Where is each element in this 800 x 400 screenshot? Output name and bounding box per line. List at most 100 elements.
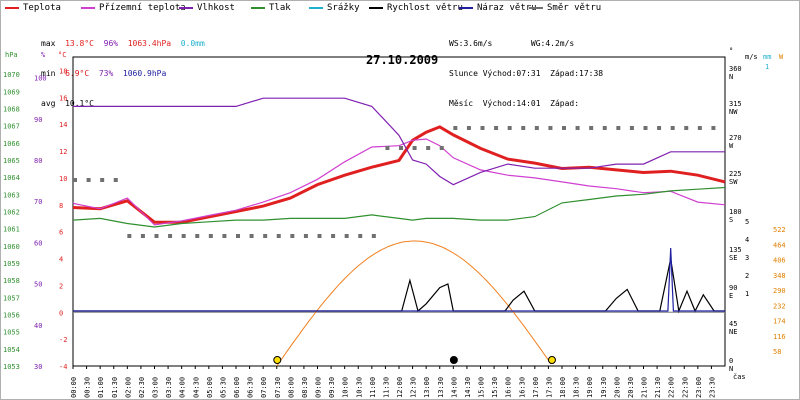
x-tick-label: 02:30 [138,377,146,398]
wind-direction-dot [303,234,308,238]
direction-tick-label: 315 [729,100,742,108]
x-tick-label: 11:30 [382,377,390,398]
hpa-tick-label: 1056 [3,312,20,320]
series-line [73,258,725,314]
temp-tick-label: 2 [59,282,63,290]
wind-tick-label: 1 [745,290,749,298]
x-tick-label: 14:00 [450,377,458,398]
x-tick-label: 05:00 [206,377,214,398]
solar-axis-label: W [779,53,784,61]
legend-label: Vlhkost [197,3,235,13]
hpa-tick-label: 1053 [3,363,20,371]
wind-direction-dot [521,126,526,130]
humidity-axis-label: % [41,51,46,59]
wind-direction-dot [412,146,417,150]
legend-label: Přízemní teplota [99,3,186,13]
x-tick-label: 14:30 [464,377,472,398]
humidity-tick-label: 80 [34,157,42,165]
wind-direction-dot [195,234,200,238]
series-line [72,125,726,224]
humidity-tick-label: 30 [34,363,42,371]
wind-direction-dot [344,234,349,238]
wind-direction-dot [494,126,499,130]
direction-tick-label: NW [729,108,738,116]
solar-tick-label: 522 [773,226,786,234]
wind-tick-label: 5 [745,218,749,226]
plot-frame [72,56,726,367]
hpa-tick-label: 1060 [3,243,20,251]
x-tick-label: 10:00 [342,377,350,398]
wind-direction-dot [113,178,118,182]
humidity-tick-label: 60 [34,239,42,247]
legend-label: Náraz větru [477,3,537,13]
wind-direction-dot [86,178,91,182]
rain-tick-label: 1 [765,63,769,71]
wind-direction-dot [453,126,458,130]
wind-direction-dot [399,146,403,150]
legend-swatch [369,6,383,9]
x-tick-label: 22:30 [681,377,689,398]
x-tick-label: 04:30 [192,377,200,398]
stats-wind-sun: WS:3.6m/s WG:4.2m/s Slunce Východ:07:31 … [449,19,603,129]
x-tick-label: 21:30 [654,377,662,398]
x-tick-label: 17:00 [532,377,540,398]
legend-item: Rychlost větru [369,3,463,13]
wind-direction-dot [697,126,702,130]
wind-direction-dot [100,178,105,182]
x-tick-label: 01:00 [97,377,105,398]
solar-tick-label: 348 [773,272,786,280]
wind-direction-dot [181,234,186,238]
x-tick-label: 23:00 [695,377,703,398]
temp-tick-label: 14 [59,121,67,129]
wind-direction-dot [263,234,268,238]
stats-min-max: max 13.8°C 96% 1063.4hPa 0.0mm min 6.9°C… [41,19,205,129]
rain-axis-label: mm [763,53,771,61]
temp-tick-label: 10 [59,175,67,183]
direction-tick-label: NE [729,328,737,336]
legend-item: Přízemní teplota [81,3,186,13]
wind-direction-dot [371,234,376,238]
legend-item: Vlhkost [179,3,235,13]
x-tick-label: 08:00 [287,377,295,398]
wind-direction-dot [507,126,512,130]
humidity-tick-label: 100 [34,75,47,83]
direction-axis-label: ° [729,47,733,55]
direction-tick-label: SE [729,254,737,262]
hpa-tick-label: 1059 [3,260,20,268]
wind-tick-label: 4 [745,236,749,244]
x-tick-label: 11:00 [369,377,377,398]
temp-tick-label: 12 [59,148,67,156]
x-tick-label: 09:30 [328,377,336,398]
solar-tick-label: 174 [773,318,786,326]
solar-tick-label: 464 [773,241,786,249]
wind-direction-dot [711,126,716,130]
wind-direction-dot [317,234,322,238]
x-tick-label: 03:00 [152,377,160,398]
direction-tick-label: 135 [729,246,742,254]
legend-label: Teplota [23,3,61,13]
wind-speed-stat: WS:3.6m/s [449,39,493,48]
x-tick-label: 01:30 [111,377,119,398]
temp-tick-label: 6 [59,229,63,237]
solar-curve [276,240,552,367]
wind-direction-dot [222,234,227,238]
legend-item: Tlak [251,3,291,13]
wind-direction-dot [466,126,471,130]
stats-avg-row: avg 10.1°C [41,99,94,108]
temp-axis-label: °C [58,51,66,59]
x-tick-label: 21:00 [641,377,649,398]
hpa-tick-label: 1055 [3,329,20,337]
x-tick-label: 18:30 [573,377,581,398]
direction-tick-label: 225 [729,170,742,178]
wind-direction-dot [358,234,363,238]
stats-max-row: max 13.8°C 96% 1063.4hPa 0.0mm [41,39,205,48]
solar-tick-label: 290 [773,287,786,295]
wind-direction-dot [643,126,648,130]
wind-direction-dot [208,234,213,238]
x-tick-label: 00:00 [70,377,78,398]
legend-label: Srážky [327,3,360,13]
legend-swatch [529,6,543,9]
direction-tick-label: 90 [729,284,737,292]
legend-swatch [459,6,473,9]
